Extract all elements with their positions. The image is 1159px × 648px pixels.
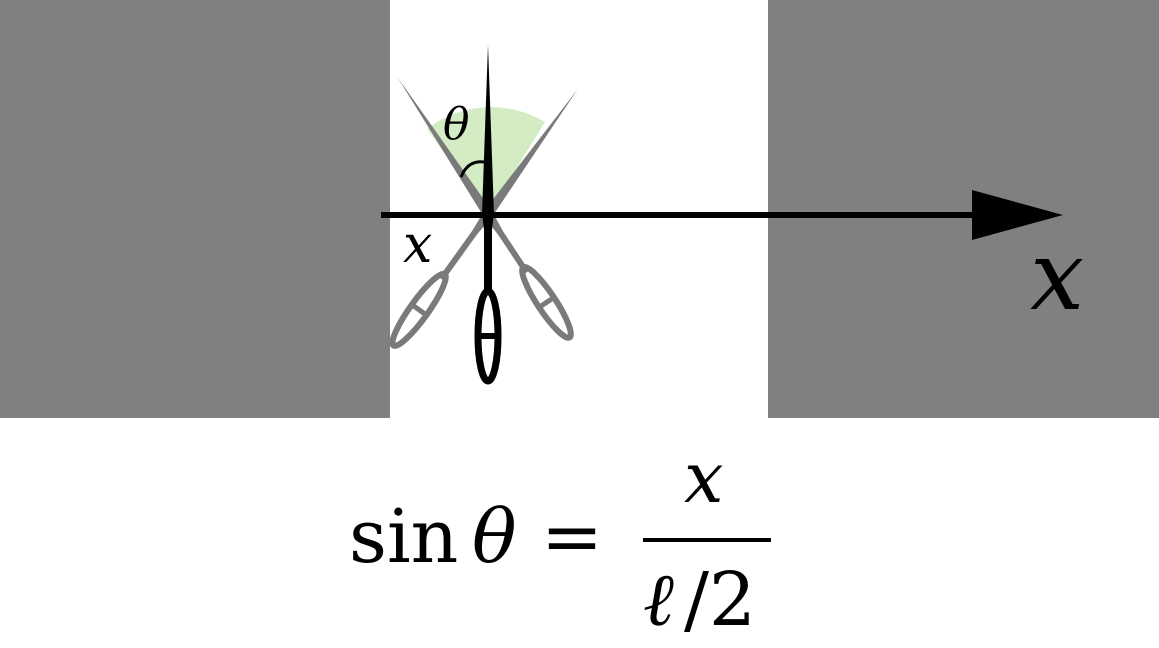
x-axis-arrowhead — [972, 190, 1063, 240]
formula-numerator: x — [684, 437, 723, 519]
formula-denominator-rest: /2 — [684, 557, 756, 643]
formula: sin θ = x ℓ /2 — [349, 437, 771, 643]
left-gray-strip — [0, 0, 390, 418]
x-distance-label: x — [403, 215, 432, 275]
vertical-needle — [474, 45, 502, 385]
right-gray-strip — [768, 0, 1159, 418]
formula-sin: sin — [349, 494, 458, 580]
formula-theta: θ — [472, 494, 517, 580]
angle-arc — [459, 160, 485, 178]
theta-label: θ — [443, 99, 470, 150]
x-axis-label: x — [1030, 220, 1084, 332]
formula-denominator-ell: ℓ — [643, 557, 674, 643]
formula-equals: = — [541, 494, 603, 580]
